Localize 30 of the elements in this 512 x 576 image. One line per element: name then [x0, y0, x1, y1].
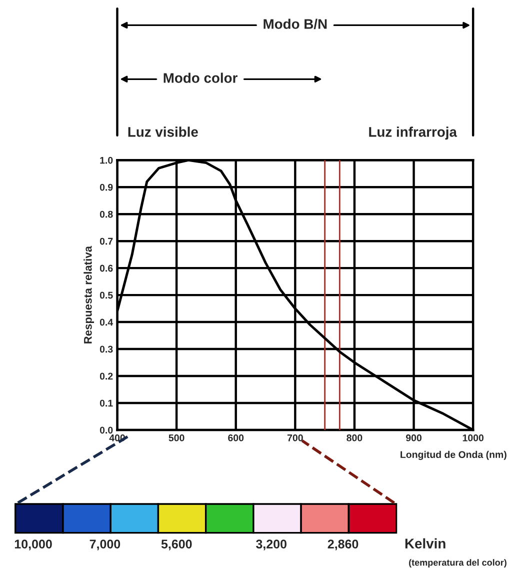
y-tick-label: 1.0: [100, 156, 113, 164]
text: Modo color: [164, 72, 238, 83]
y-tick-label: 0.2: [100, 372, 113, 380]
text: 7,000: [90, 540, 120, 550]
x-tick-label: 500: [168, 434, 184, 442]
y-tick-label: 0.6: [100, 264, 113, 272]
text: Luz visible: [128, 126, 198, 137]
text: 10,000: [14, 540, 52, 550]
y-tick-label: 0.3: [100, 346, 113, 353]
y-tick-label: 0.7: [100, 238, 113, 245]
y-tick-label: 0.4: [100, 318, 114, 326]
y-axis-title: Respuesta relativa: [84, 246, 94, 344]
text: 5,600: [161, 540, 192, 550]
x-tick-label: 900: [406, 434, 422, 442]
text: Luz infrarroja: [369, 126, 458, 140]
text: 3,200: [256, 540, 286, 550]
y-tick-label: 0.0: [100, 426, 113, 434]
x-tick-label: 700: [287, 434, 303, 442]
y-tick-label: 0.9: [100, 184, 113, 191]
x-tick-label: 600: [228, 434, 244, 442]
text: (temperatura del color): [409, 559, 506, 568]
y-tick-label: 0.1: [100, 400, 113, 407]
text: Modo B/N: [264, 18, 327, 30]
x-axis-title: Longitud de Onda (nm): [400, 450, 506, 460]
y-tick-label: 0.8: [100, 210, 113, 218]
y-tick-label: 0.5: [100, 292, 113, 299]
text: Kelvin: [405, 538, 446, 548]
x-tick-label: 800: [346, 434, 362, 442]
text: 2,860: [328, 540, 358, 550]
x-tick-label: 1000: [462, 434, 484, 442]
